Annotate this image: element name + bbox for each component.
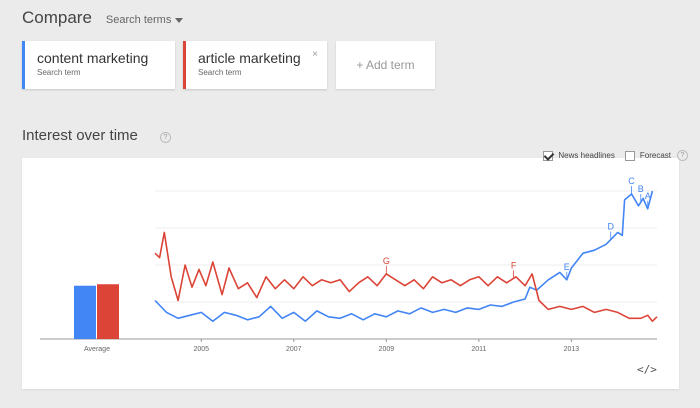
interest-over-time-chart: 2005 2007 2009 2011 2013 Average G F E D CBA bbox=[40, 176, 658, 353]
search-term-type: Search term bbox=[198, 68, 242, 77]
search-term-label: content marketing bbox=[37, 50, 149, 66]
forecast-label: Forecast bbox=[639, 151, 671, 160]
series-line bbox=[154, 231, 658, 322]
search-term-card-content-marketing[interactable]: content marketing Search term bbox=[22, 41, 175, 89]
forecast-checkbox[interactable] bbox=[624, 150, 635, 161]
annotation-label: F bbox=[511, 260, 517, 270]
add-term-button[interactable]: + Add term bbox=[336, 41, 435, 89]
forecast-help-icon[interactable]: ? bbox=[677, 150, 688, 161]
section-title: Interest over time bbox=[22, 127, 138, 144]
average-bar bbox=[74, 285, 96, 339]
series-line bbox=[154, 190, 654, 322]
x-tick-label: 2013 bbox=[564, 346, 580, 353]
annotation-label: C bbox=[628, 176, 635, 186]
x-tick-label: 2011 bbox=[471, 346, 486, 353]
search-terms-dropdown[interactable]: Search terms bbox=[105, 14, 184, 26]
help-icon[interactable]: ? bbox=[160, 132, 171, 143]
x-tick-label: 2005 bbox=[193, 346, 209, 353]
annotation-label: B bbox=[638, 184, 644, 194]
news-headlines-label: News headlines bbox=[558, 151, 615, 160]
search-term-label: article marketing bbox=[198, 50, 301, 66]
forecast-toggle[interactable]: Forecast bbox=[624, 150, 671, 161]
header: Compare Search terms bbox=[22, 8, 184, 28]
page-title: Compare bbox=[22, 8, 92, 27]
average-label: Average bbox=[84, 346, 110, 353]
news-headlines-checkbox[interactable] bbox=[543, 150, 554, 161]
chart-options: News headlines Forecast ? bbox=[533, 150, 688, 161]
x-tick-label: 2007 bbox=[286, 346, 302, 353]
search-term-type: Search term bbox=[37, 68, 81, 77]
annotation-label: A bbox=[645, 191, 651, 201]
remove-term-icon[interactable]: × bbox=[312, 49, 318, 60]
news-headlines-toggle[interactable]: News headlines bbox=[543, 150, 615, 161]
average-bar bbox=[97, 284, 119, 339]
annotation-label: D bbox=[607, 222, 614, 232]
x-tick-label: 2009 bbox=[379, 346, 395, 353]
search-terms-label: Search terms bbox=[105, 14, 172, 26]
annotation-label: G bbox=[383, 256, 390, 266]
search-term-card-article-marketing[interactable]: article marketing Search term × bbox=[183, 41, 327, 89]
caret-down-icon bbox=[175, 17, 184, 23]
embed-code-icon[interactable]: </> bbox=[637, 363, 657, 376]
annotation-label: E bbox=[564, 262, 570, 272]
